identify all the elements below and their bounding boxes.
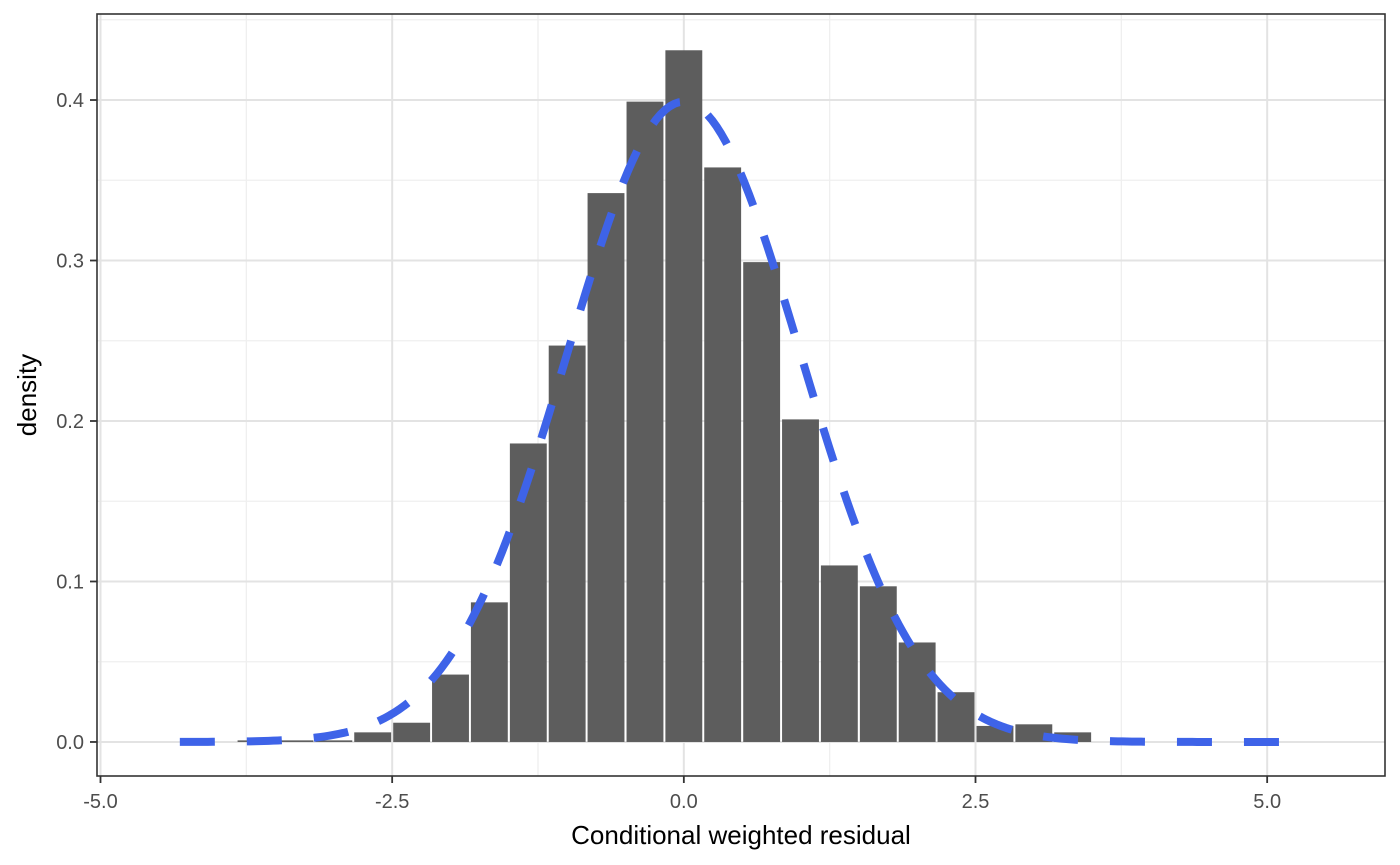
- histogram-bar: [704, 167, 742, 742]
- histogram-bar: [937, 692, 975, 742]
- histogram-bar: [393, 722, 431, 742]
- normal-density-curve: [179, 97, 1310, 746]
- histogram-bar: [898, 642, 936, 742]
- histogram-bar: [782, 419, 819, 742]
- y-tick-label: 0.3: [56, 251, 84, 273]
- histogram-bar: [626, 101, 664, 742]
- histogram-bar: [587, 193, 625, 742]
- x-tick-label: 2.5: [962, 791, 990, 813]
- y-tick-labels: 0.0 0.1 0.2 0.3 0.4: [56, 90, 84, 754]
- y-tick-label: 0.1: [56, 572, 84, 594]
- histogram-bars: [237, 50, 1092, 742]
- x-tick-label: 0.0: [670, 791, 698, 813]
- axis-tick-marks: [90, 99, 1269, 783]
- histogram-bar: [470, 602, 508, 742]
- histogram-bar: [276, 740, 314, 742]
- histogram-bar: [509, 443, 547, 742]
- histogram-bar: [354, 732, 392, 742]
- histogram-bar: [548, 345, 586, 742]
- y-axis-title: density: [12, 353, 42, 437]
- histogram-bar: [820, 565, 858, 742]
- y-tick-label: 0.4: [56, 90, 84, 112]
- histogram-bar: [432, 674, 469, 742]
- y-tick-label: 0.2: [56, 411, 84, 433]
- x-axis-title: Conditional weighted residual: [571, 820, 911, 850]
- y-tick-label: 0.0: [56, 732, 84, 754]
- histogram-bar: [743, 262, 781, 742]
- x-tick-label: 5.0: [1253, 791, 1281, 813]
- histogram-bar: [859, 586, 897, 742]
- histogram-bar: [315, 740, 353, 742]
- histogram-bar: [665, 50, 703, 742]
- panel-border: [96, 13, 1386, 777]
- x-tick-labels: -5.0 -2.5 0.0 2.5 5.0: [83, 791, 1281, 813]
- x-tick-label: -5.0: [83, 791, 117, 813]
- x-tick-label: -2.5: [375, 791, 409, 813]
